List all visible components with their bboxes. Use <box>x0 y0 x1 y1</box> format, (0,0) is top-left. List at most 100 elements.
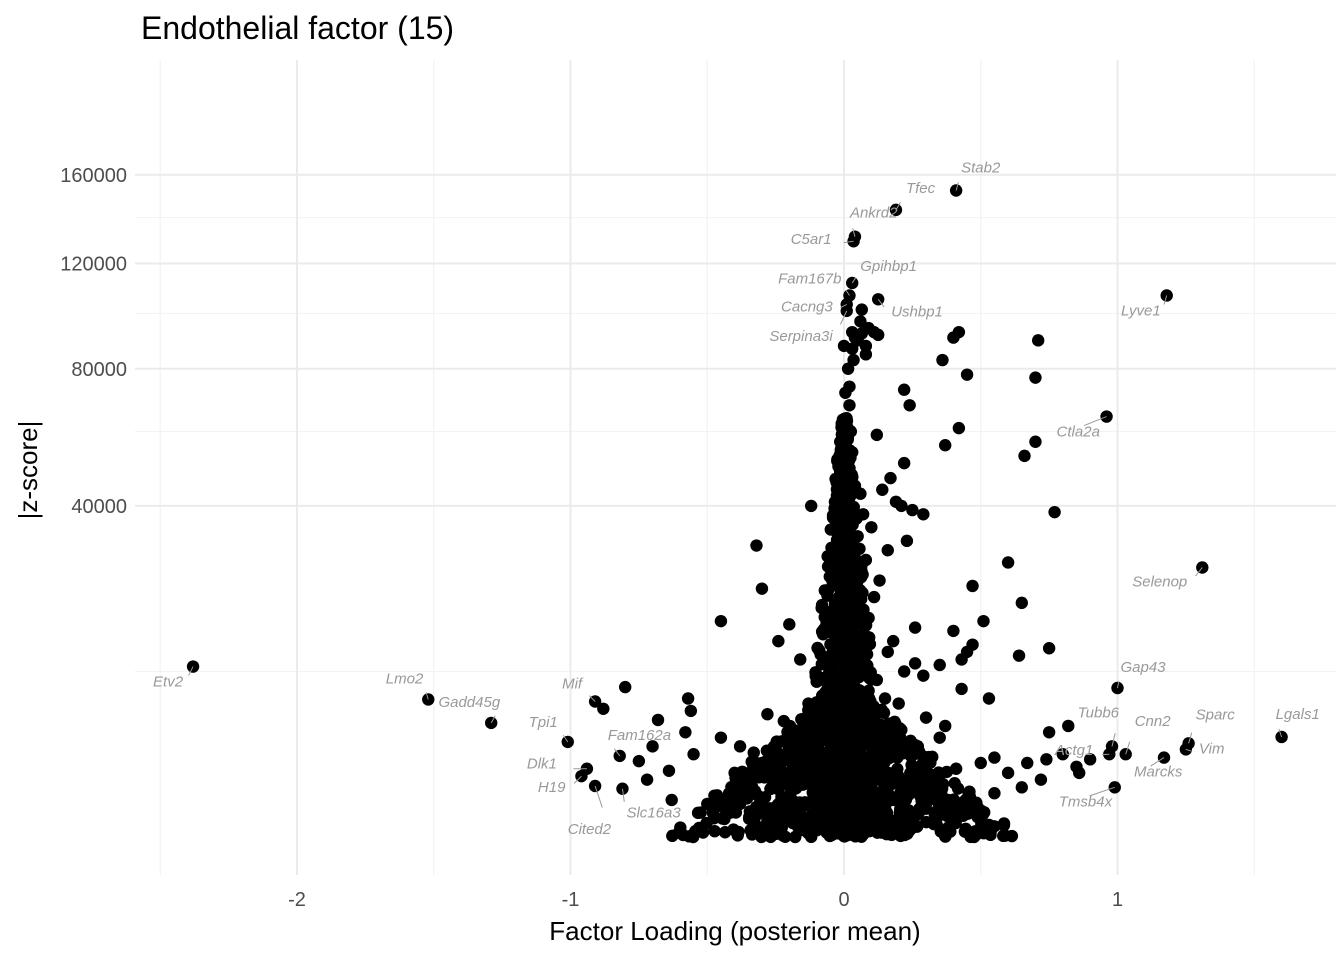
data-point <box>823 671 837 684</box>
data-point <box>733 740 747 753</box>
data-point <box>1001 766 1015 780</box>
gene-label: Gap43 <box>1121 659 1167 676</box>
data-point <box>1048 505 1061 519</box>
data-point <box>917 508 930 521</box>
data-point <box>849 648 862 662</box>
data-point <box>824 688 837 702</box>
data-point <box>1029 371 1042 384</box>
data-point <box>887 814 901 828</box>
data-point <box>817 758 830 772</box>
data-point <box>794 653 807 666</box>
data-point <box>938 805 951 819</box>
data-point <box>895 499 908 513</box>
data-point <box>665 793 678 807</box>
data-point <box>689 825 702 838</box>
data-point <box>684 704 698 718</box>
data-point <box>1005 829 1019 843</box>
data-point <box>897 383 911 396</box>
y-axis-title: |z-score| <box>13 421 43 520</box>
data-point <box>770 735 783 748</box>
data-point <box>908 621 922 634</box>
data-point <box>938 439 952 452</box>
data-point <box>867 823 880 837</box>
gene-label: Ushbp1 <box>891 303 943 320</box>
data-point <box>933 731 946 744</box>
gene-label: Ankrd2 <box>849 205 898 222</box>
x-tick-label: 0 <box>838 889 849 911</box>
data-point <box>772 634 785 648</box>
data-point <box>833 465 847 478</box>
data-point <box>808 784 821 797</box>
data-point <box>825 541 838 555</box>
data-point <box>876 483 889 496</box>
data-point <box>845 770 858 784</box>
label-leader-line <box>1188 732 1193 744</box>
label-leader-line <box>594 785 603 808</box>
labeled-data-point <box>1196 561 1209 574</box>
data-point <box>938 719 952 733</box>
data-point <box>843 399 856 412</box>
data-point <box>857 784 870 797</box>
data-point <box>974 756 987 770</box>
data-point <box>646 740 659 753</box>
data-point <box>837 426 850 439</box>
data-point <box>869 728 883 741</box>
data-point <box>828 502 841 515</box>
gene-label: H19 <box>538 779 566 796</box>
gene-label: Selenop <box>1132 574 1187 591</box>
data-point <box>839 669 853 682</box>
label-leader-line <box>839 310 848 325</box>
labeled-data-point <box>1275 730 1288 744</box>
data-point <box>708 824 721 838</box>
data-point <box>845 470 859 483</box>
data-point <box>1056 748 1070 761</box>
data-point <box>926 792 939 805</box>
gene-label: Ctla2a <box>1057 424 1100 441</box>
data-point <box>1015 781 1028 794</box>
data-point <box>831 630 844 644</box>
data-point <box>1012 649 1026 662</box>
ticks-layer: -2 -1 0 1 40000 80000 120000 160000 <box>60 165 1123 911</box>
data-point <box>862 668 876 682</box>
data-point <box>743 810 756 823</box>
data-point <box>920 815 933 829</box>
data-point <box>845 560 859 573</box>
data-point <box>761 815 774 828</box>
data-point <box>816 628 830 641</box>
data-point <box>948 777 961 790</box>
data-point <box>753 771 766 784</box>
data-point <box>837 710 851 724</box>
data-point <box>887 634 900 648</box>
label-leader-line <box>851 277 857 284</box>
gene-label: Cacng3 <box>781 298 833 315</box>
gene-label: Gadd45g <box>438 694 500 711</box>
data-point <box>1001 556 1015 569</box>
data-point <box>932 766 945 779</box>
data-point <box>815 598 829 612</box>
data-point <box>781 725 794 739</box>
y-tick-label: 160000 <box>60 165 127 187</box>
data-point <box>764 826 777 839</box>
data-point <box>880 740 893 753</box>
data-point <box>960 645 974 659</box>
labeled-data-point <box>1157 751 1171 764</box>
data-point <box>679 726 692 739</box>
label-leader-line <box>955 182 959 191</box>
data-point <box>906 749 919 762</box>
data-point <box>854 315 867 328</box>
gene-label: Lyve1 <box>1121 302 1161 319</box>
data-point <box>837 574 850 587</box>
gene-label: Cnn2 <box>1135 713 1172 730</box>
data-point <box>725 780 738 794</box>
data-point <box>914 789 927 803</box>
data-point <box>977 614 990 628</box>
data-point <box>795 741 808 755</box>
data-point <box>842 636 855 649</box>
y-tick-label: 40000 <box>71 496 127 518</box>
label-leader-line <box>188 666 194 676</box>
labeled-data-point <box>1108 781 1121 794</box>
label-leader-line <box>877 298 885 308</box>
data-point <box>804 499 818 513</box>
data-point <box>878 692 892 705</box>
data-point <box>873 574 886 587</box>
